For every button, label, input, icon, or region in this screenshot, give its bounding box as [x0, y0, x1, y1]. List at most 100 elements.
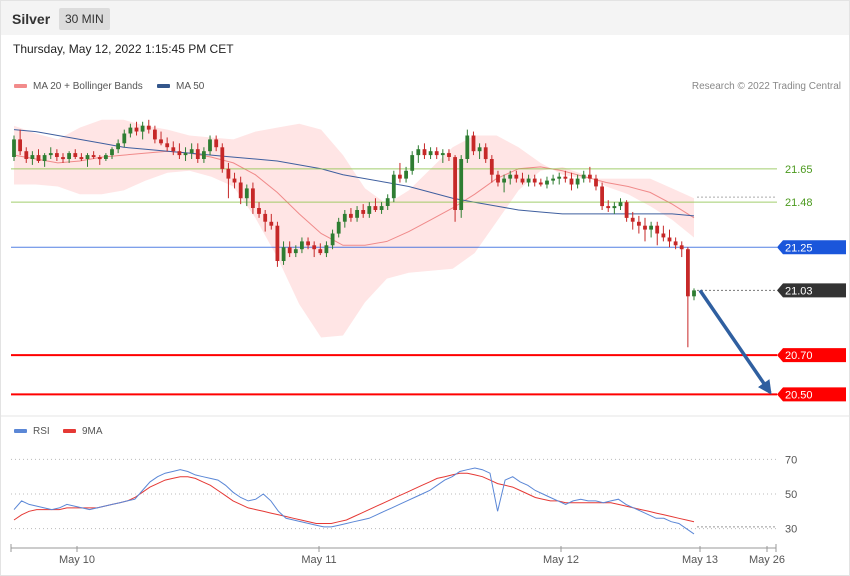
candle-body [85, 155, 90, 159]
candle-body [471, 135, 476, 152]
candle-body [251, 188, 255, 208]
candle-body [398, 174, 402, 179]
rsi-tick-30: 30 [785, 524, 797, 536]
candle-body [422, 149, 427, 156]
candle-body [367, 206, 372, 214]
legend-ma50-label: MA 50 [176, 81, 205, 92]
candle-body [24, 151, 29, 159]
candle-body [146, 125, 151, 130]
candle-body [300, 241, 304, 250]
candle-body [661, 233, 666, 238]
candle-body [244, 188, 249, 199]
candle-body [189, 149, 194, 154]
candle-body [165, 143, 170, 148]
candle-body [48, 153, 53, 156]
rsi-tick-50: 50 [785, 489, 797, 501]
rsi-ma-line [13, 472, 695, 524]
level-label-21.25: 21.25 [785, 242, 813, 254]
candle-body [502, 178, 506, 183]
candle-body [281, 247, 286, 261]
header-bar: Silver 30 MIN [1, 1, 849, 35]
candle-body [526, 178, 531, 183]
candle-body [379, 206, 384, 210]
candle-body [214, 139, 219, 148]
candle-body [12, 139, 16, 157]
candle-body [563, 176, 568, 179]
candle-body [649, 225, 653, 230]
candle-body [538, 182, 543, 185]
candle-body [30, 155, 35, 159]
x-tick-label: May 12 [543, 554, 579, 566]
rsi-line [13, 467, 695, 535]
candle-body [336, 221, 341, 234]
candle-body [183, 153, 188, 156]
candle-body [55, 153, 59, 157]
candle-body [391, 174, 396, 199]
candle-body [434, 151, 439, 156]
candle-body [606, 206, 611, 209]
candle-body [36, 155, 41, 161]
candle-body [496, 174, 500, 183]
level-label-20.70: 20.70 [785, 350, 813, 362]
candle-body [679, 245, 684, 250]
candle-body [667, 237, 672, 242]
candle-body [306, 241, 310, 246]
candle-body [643, 225, 647, 230]
legend-ma20-label: MA 20 + Bollinger Bands [33, 81, 143, 92]
candle-body [342, 213, 347, 222]
candle-body [18, 139, 22, 152]
candle-body [232, 178, 237, 183]
candle-body [202, 151, 206, 159]
interval-button[interactable]: 30 MIN [59, 8, 110, 30]
candle-body [655, 225, 660, 234]
legend-9ma: 9MA [63, 426, 103, 437]
candle-body [545, 180, 549, 185]
ma50-swatch [157, 84, 170, 89]
candle-body [447, 153, 451, 157]
ma20-line [13, 150, 695, 246]
level-label-20.50: 20.50 [785, 389, 813, 401]
candle-body [686, 249, 690, 297]
candle-body [263, 213, 268, 222]
candle-body [483, 147, 488, 160]
candle-body [637, 221, 641, 226]
candle-body [226, 168, 231, 179]
candle-body [73, 153, 78, 157]
last-price-tag [777, 283, 846, 298]
legend-ma50: MA 50 [157, 81, 204, 92]
candle-body [581, 174, 586, 179]
candle-body [612, 206, 617, 209]
level-label-21.65: 21.65 [785, 164, 813, 176]
candle-body [588, 174, 592, 179]
candle-body [220, 147, 225, 169]
candle-body [477, 147, 482, 152]
forecast-arrow [698, 289, 772, 395]
candle-body [324, 245, 329, 254]
candle-body [67, 153, 71, 159]
candle-body [91, 155, 96, 158]
candle-body [208, 139, 212, 152]
level-label-21.03: 21.03 [785, 285, 813, 297]
legend-rsi-label: RSI [33, 426, 50, 437]
candle-body [514, 174, 519, 179]
candle-body [385, 198, 390, 206]
candle-body [134, 127, 139, 132]
ma20-swatch [14, 84, 27, 89]
copyright: Research © 2022 Trading Central [691, 81, 841, 92]
candle-body [257, 208, 261, 214]
candle-body [97, 157, 102, 160]
candle-body [489, 159, 494, 175]
candle-body [618, 202, 623, 207]
candle-body [361, 210, 366, 214]
candle-body [520, 178, 525, 183]
candle-body [42, 155, 47, 161]
candle-body [159, 139, 163, 144]
candle-body [594, 178, 598, 187]
candle-body [416, 149, 421, 156]
candle-body [410, 155, 415, 171]
x-tick-label: May 13 [682, 554, 718, 566]
candle-body [79, 157, 84, 160]
pivot-tag [777, 240, 846, 255]
timestamp: Thursday, May 12, 2022 1:15:45 PM CET [13, 42, 234, 56]
